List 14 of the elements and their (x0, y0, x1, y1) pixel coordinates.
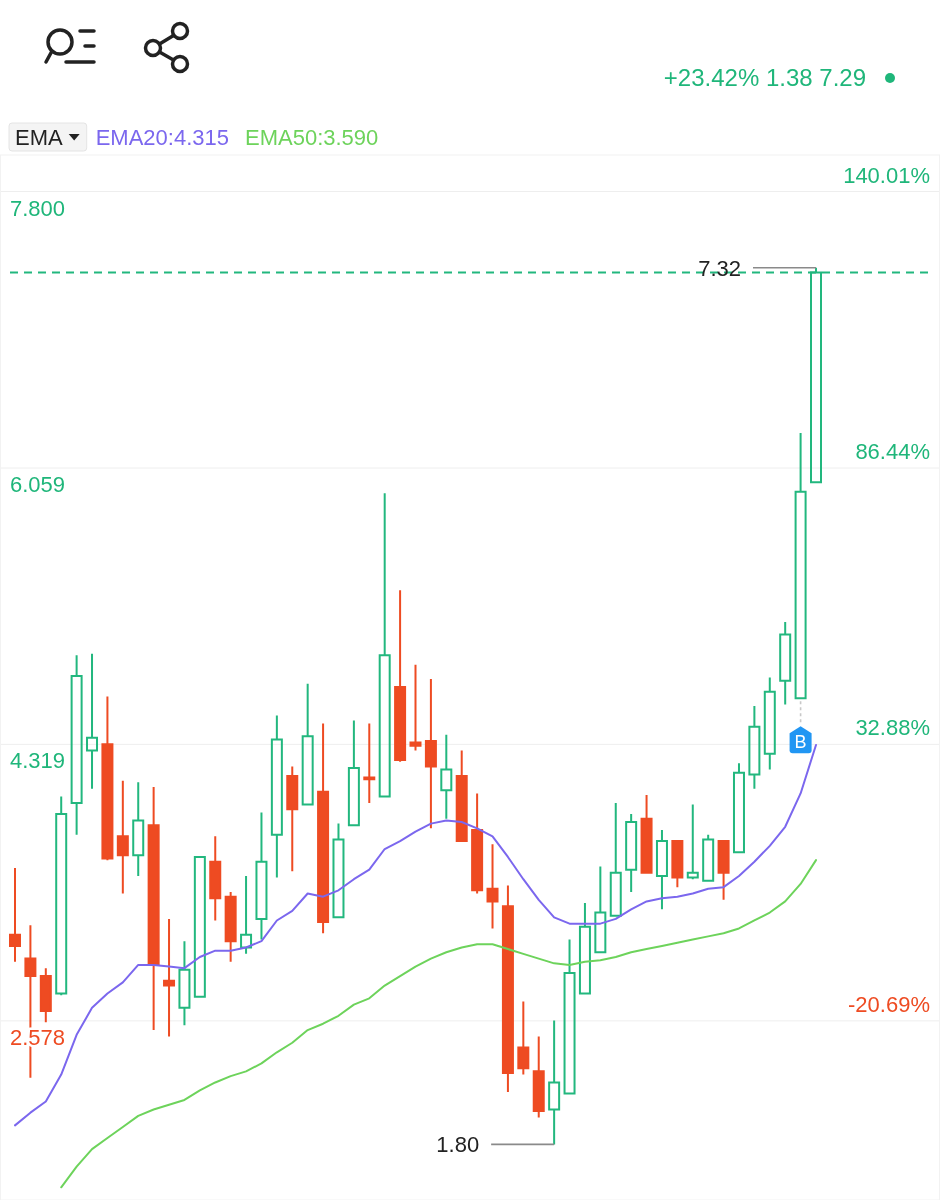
text: EMA50:3.590 (245, 125, 379, 150)
y-tick-label: 4.319 (10, 748, 66, 774)
y-tick-label: 7.800 (10, 195, 66, 221)
chart-subtitle: +23.42% 1.38 7.29 (663, 64, 866, 91)
legend-title: EMA (15, 125, 63, 150)
annotation: 1.80 (436, 1132, 480, 1158)
y2-tick-label: -20.69% (848, 991, 930, 1017)
annotation: B (794, 732, 807, 753)
annotation: 7.32 (698, 255, 741, 281)
y2-tick-label: 86.44% (855, 439, 930, 465)
y2-tick-label: 140.01% (843, 162, 930, 188)
text: EMA20:4.315 (95, 125, 229, 150)
y2-tick-label: 32.88% (855, 715, 930, 741)
y-tick-label: 6.059 (10, 472, 66, 498)
